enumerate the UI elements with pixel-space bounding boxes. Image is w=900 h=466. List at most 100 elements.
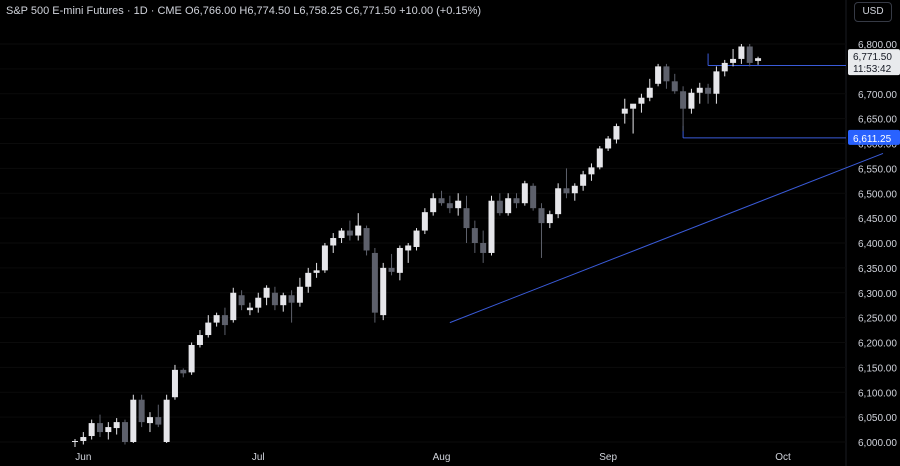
- candle[interactable]: [180, 368, 187, 378]
- price-tick-label: 6,550.00: [858, 164, 897, 175]
- candle[interactable]: [113, 418, 120, 435]
- candle[interactable]: [613, 123, 620, 144]
- symbol-name[interactable]: S&P 500 E-mini Futures: [6, 5, 124, 17]
- candle-body: [171, 369, 178, 398]
- candle[interactable]: [438, 190, 445, 206]
- candle[interactable]: [296, 277, 303, 307]
- candle-body: [346, 230, 353, 236]
- time-tick-label: Jun: [75, 452, 91, 463]
- candle[interactable]: [221, 307, 228, 336]
- candle-body: [72, 441, 78, 443]
- candle[interactable]: [555, 183, 562, 219]
- candle[interactable]: [680, 86, 687, 132]
- candle-body: [446, 203, 453, 209]
- candle[interactable]: [363, 225, 370, 256]
- candle[interactable]: [496, 193, 503, 216]
- candle[interactable]: [288, 290, 295, 323]
- candle-body: [121, 422, 128, 442]
- candle[interactable]: [380, 262, 387, 321]
- candle[interactable]: [213, 312, 220, 327]
- candle[interactable]: [130, 394, 137, 443]
- candle[interactable]: [72, 439, 78, 447]
- candle[interactable]: [746, 44, 753, 67]
- candle[interactable]: [730, 48, 737, 67]
- candle[interactable]: [271, 286, 278, 311]
- candle[interactable]: [655, 63, 662, 87]
- candle[interactable]: [621, 98, 628, 124]
- candle[interactable]: [521, 180, 528, 206]
- candle[interactable]: [713, 66, 720, 104]
- candle-body: [396, 247, 403, 273]
- candle[interactable]: [430, 193, 437, 216]
- candle[interactable]: [280, 292, 287, 312]
- candle[interactable]: [646, 78, 653, 102]
- candle[interactable]: [446, 195, 453, 214]
- candle[interactable]: [396, 245, 403, 281]
- candle[interactable]: [480, 230, 487, 263]
- candle[interactable]: [421, 208, 428, 235]
- candle[interactable]: [488, 195, 495, 256]
- candle[interactable]: [413, 228, 420, 251]
- candle[interactable]: [146, 412, 153, 433]
- candle[interactable]: [230, 287, 237, 323]
- candle[interactable]: [605, 136, 612, 151]
- candle[interactable]: [188, 342, 195, 375]
- candle[interactable]: [346, 220, 353, 241]
- candle[interactable]: [563, 168, 570, 199]
- candle[interactable]: [371, 247, 378, 323]
- candle[interactable]: [238, 290, 245, 311]
- candle[interactable]: [546, 210, 553, 229]
- candle[interactable]: [530, 183, 537, 211]
- candle[interactable]: [721, 59, 728, 77]
- candle[interactable]: [330, 233, 337, 253]
- candle[interactable]: [263, 285, 270, 306]
- candle[interactable]: [471, 220, 478, 253]
- candle[interactable]: [671, 73, 678, 94]
- candle[interactable]: [121, 419, 128, 445]
- candle[interactable]: [596, 145, 603, 170]
- candle[interactable]: [305, 267, 312, 293]
- candle[interactable]: [463, 195, 470, 243]
- currency-button[interactable]: USD: [854, 2, 892, 22]
- candle[interactable]: [138, 394, 145, 428]
- candle[interactable]: [321, 243, 328, 273]
- level-price-tag: [848, 129, 900, 145]
- candle[interactable]: [80, 432, 87, 445]
- candle[interactable]: [663, 63, 670, 89]
- candle[interactable]: [538, 203, 545, 258]
- candle[interactable]: [105, 422, 112, 440]
- candle[interactable]: [338, 228, 345, 243]
- candle[interactable]: [246, 302, 253, 316]
- candle[interactable]: [638, 93, 645, 113]
- candle[interactable]: [705, 83, 712, 104]
- candle[interactable]: [96, 414, 103, 438]
- candle[interactable]: [205, 315, 212, 338]
- candle[interactable]: [405, 243, 412, 263]
- candle-body: [613, 126, 620, 140]
- candle[interactable]: [513, 193, 520, 209]
- interval[interactable]: 1D: [133, 5, 148, 17]
- candle[interactable]: [163, 394, 170, 443]
- candle[interactable]: [88, 419, 95, 440]
- candle[interactable]: [196, 330, 203, 348]
- candle[interactable]: [255, 292, 262, 313]
- candle[interactable]: [171, 364, 178, 400]
- candle[interactable]: [630, 103, 637, 134]
- candle[interactable]: [455, 193, 462, 216]
- candle[interactable]: [588, 163, 595, 181]
- support-trendline[interactable]: [449, 152, 884, 324]
- candle[interactable]: [696, 82, 703, 104]
- candle[interactable]: [738, 44, 745, 64]
- candle[interactable]: [505, 193, 512, 216]
- candle[interactable]: [571, 183, 578, 201]
- candle[interactable]: [688, 88, 695, 114]
- candle[interactable]: [355, 213, 362, 241]
- candle[interactable]: [388, 253, 395, 276]
- candle-body: [555, 188, 562, 215]
- candle[interactable]: [580, 170, 587, 191]
- candle[interactable]: [755, 56, 762, 65]
- candle[interactable]: [313, 262, 320, 278]
- candle[interactable]: [155, 404, 162, 428]
